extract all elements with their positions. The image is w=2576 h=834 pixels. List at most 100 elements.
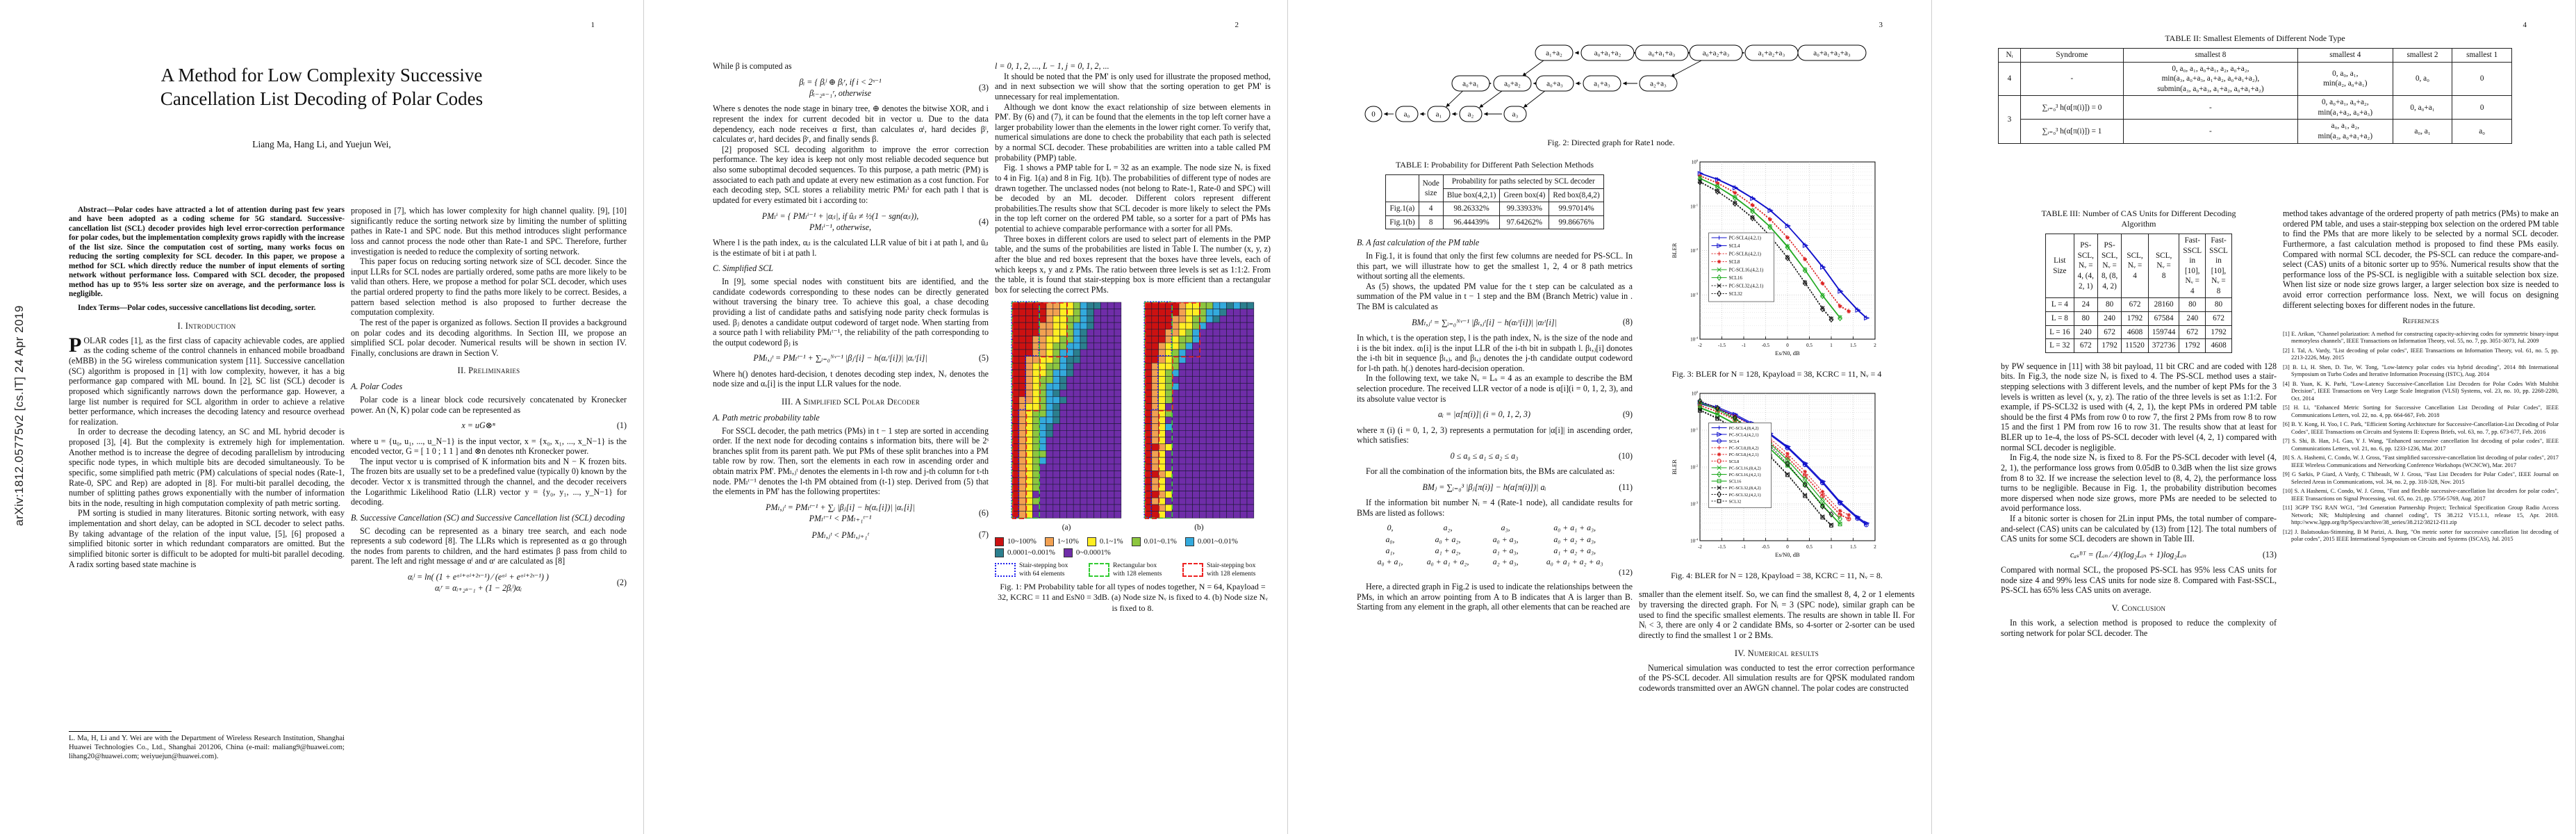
svg-text:PC-SCL8,(4,2,1): PC-SCL8,(4,2,1): [1728, 252, 1760, 256]
paper-authors: Liang Ma, Hang Li, and Yuejun Wei,: [252, 139, 391, 149]
table-header-cell: SCL, Nᵥ = 8: [2147, 233, 2180, 299]
table-cell: 99.86676%: [1549, 215, 1604, 230]
table-cell: 11520: [2121, 338, 2149, 353]
paper-title: A Method for Low Complexity Successive C…: [160, 65, 484, 109]
table-cell: 4: [1418, 202, 1444, 216]
paragraph: Here, a directed graph in Fig.2 is used …: [1357, 581, 1633, 612]
table-cell: a₀, a₁, a₂, min(a₃, a₀+a₁+a₂): [2297, 119, 2393, 144]
svg-text:1: 1: [1830, 544, 1833, 550]
paragraph: by PW sequence in [11] with 38 bit paylo…: [2001, 361, 2277, 452]
paragraph: smaller than the element itself. So, we …: [1639, 589, 1915, 640]
table-cell: 672: [2121, 297, 2149, 312]
subsection-heading: B. Successive Cancellation (SC) and Succ…: [351, 512, 625, 523]
color-swatch: [1044, 537, 1054, 547]
equation-body: 0 ≤ a₀ ≤ a₁ ≤ a₂ ≤ a₃: [1450, 450, 1519, 461]
page4-column-right: method takes advantage of the ordered pr…: [2283, 208, 2559, 546]
equation-cell: a₁ + a₃,: [1492, 545, 1519, 555]
section-heading-conclusion: V. Conclusion: [2111, 603, 2166, 614]
table-cell: 80: [2073, 311, 2098, 326]
box-legend-item: Stair-stepping box with 64 elements: [995, 562, 1083, 578]
rate1-directed-graph: 0 a₀ a₁ a₂ a₃ a₀+a₁ a₀+a₂ a₀+a₃ a₁+a₃ a₂+a₃ a₁+a₂ a…: [1364, 44, 1867, 122]
equation-9: aᵢ = |α[π(i)]| (i = 0, 1, 2, 3) (9): [1357, 409, 1633, 420]
section-heading-numerical-results: IV. Numerical results: [1734, 648, 1819, 658]
page-number: 2: [1235, 21, 1239, 29]
svg-text:2: 2: [1874, 544, 1876, 550]
svg-text:-1.5: -1.5: [1717, 544, 1726, 550]
table-row: List Size PS- SCL, Nᵥ = 4, (4, 2, 1) PS- S…: [2045, 233, 2232, 299]
arxiv-stamp: arXiv:1812.05775v2 [cs.IT] 24 Apr 2019: [13, 305, 26, 526]
equation-12-grid: 0, a₂, a₃, a₀ + a₁ + a₃, a₀, a₀ + a₂, a₀ + a₃,…: [1368, 522, 1621, 567]
paragraph: In [9], some special nodes with constitu…: [713, 277, 989, 348]
table-cell: L = 16: [2045, 325, 2074, 340]
reference-item: [2] I. Tal, A. Vardy, "List decoding of …: [2283, 348, 2559, 361]
svg-text:10-4: 10-4: [1690, 336, 1699, 343]
equation-body: BMⱼ = ∑ᵢ₌₀³ |βⱼ[π(i)] − h(α[π(i)])| aᵢ: [1422, 482, 1546, 492]
svg-text:a₀+a₁+a₂+a₃: a₀+a₁+a₂+a₃: [1813, 49, 1851, 58]
paragraph: POLAR codes [1], as the first class of c…: [69, 333, 345, 427]
box-swatch: [1089, 563, 1109, 578]
box-swatch: [1182, 563, 1203, 578]
figure-2: 0 a₀ a₁ a₂ a₃ a₀+a₁ a₀+a₂ a₀+a₃ a₁+a₃ a₂+a₃ a₁+a₂ a…: [1354, 26, 1868, 149]
svg-text:PC-SCL16,(8,4,2): PC-SCL16,(8,4,2): [1728, 466, 1760, 471]
svg-text:-1.5: -1.5: [1717, 343, 1726, 348]
svg-text:PC-SCL16,(4,2,1): PC-SCL16,(4,2,1): [1728, 473, 1760, 477]
section-heading-preliminaries: II. Preliminaries: [457, 366, 520, 376]
page4-column-left: TABLE III: Number of CAS Units for Diffe…: [2001, 208, 2277, 638]
subsection-heading: C. Simplified SCL: [713, 263, 774, 274]
table-cell: 1792: [2205, 325, 2232, 340]
legend-item: 0.001~0.01%: [1184, 537, 1238, 547]
table-header-cell: [1385, 174, 1419, 203]
table-cell: -: [2122, 119, 2298, 144]
paragraph: As (5) shows, the updated PM value for t…: [1357, 281, 1633, 311]
table-cell: Fig.1(a): [1385, 202, 1419, 216]
page-3: 3 0 a₀ a₁ a₂ a₃ a₀+a₁ a₀+a₂ a₀+a₃ a₁+a₃ a₂+a₃ a₁+a…: [1288, 0, 1932, 834]
paragraph: In Fig.1, it is found that only the firs…: [1357, 250, 1633, 281]
equation-number: (1): [616, 420, 627, 431]
equation-number: (10): [1618, 450, 1633, 461]
fig2-caption: Fig. 2: Directed graph for Rate1 node.: [1547, 138, 1675, 147]
color-swatch: [995, 537, 1004, 547]
table-cell: 8: [1418, 215, 1444, 230]
paragraph: Polar code is a linear block code recurs…: [351, 395, 627, 415]
color-swatch: [1131, 537, 1141, 547]
index-terms: Index Terms—Polar codes, successive canc…: [78, 304, 316, 313]
table-cell: 0, a₀+a₁, a₀+a₂, min(a₁+a₂, a₀+a₃): [2297, 95, 2393, 120]
equation-number: (5): [978, 353, 989, 363]
table-cell: 240: [2097, 311, 2122, 326]
table-header-cell: smallest 4: [2297, 48, 2393, 63]
color-swatch: [1063, 548, 1073, 558]
equation-1: x = uG⊗ⁿ (1): [351, 420, 627, 431]
svg-text:100: 100: [1691, 391, 1698, 397]
legend-label: 0.001~0.01%: [1197, 537, 1238, 546]
page1-column-left: Abstract—Polar codes have attracted a lo…: [69, 206, 345, 569]
bler-chart-fig4: -2 -1.5 -1 -0.5 0 0.5 1 1.5 2 100 10-1 10-2 10-3 10-4…: [1671, 391, 1876, 559]
table-header-cell: smallest 1: [2452, 48, 2512, 63]
svg-text:PC-SCL32,(8,4,2): PC-SCL32,(8,4,2): [1728, 486, 1760, 491]
equation-7: PMₗ,ⱼᵗ < PMₗ,ⱼ₊₁ᵗ (7): [713, 530, 989, 541]
box-legend-label: Stair-stepping box with 128 elements: [1207, 562, 1256, 578]
reference-item: [5] H. Li, "Enhanced Metric Sorting for …: [2283, 404, 2559, 418]
table-cell: 672: [2073, 338, 2098, 353]
table-cell: 3: [1998, 95, 2021, 144]
page-number: 3: [1879, 21, 1883, 29]
table-1: Node size Probability for paths selected …: [1385, 174, 1604, 230]
paragraph: Three boxes in different colors are used…: [995, 234, 1271, 295]
svg-text:-0.5: -0.5: [1761, 343, 1769, 348]
svg-text:PC-SCL8,(4,2,1): PC-SCL8,(4,2,1): [1728, 452, 1758, 457]
paragraph: method takes advantage of the ordered pr…: [2283, 208, 2559, 310]
svg-text:SCL8: SCL8: [1728, 459, 1739, 464]
equation-8: BMₗ,ⱼᵗ = ∑ᵢ₌₀ᴺᵛ⁻¹ |βₗ,ⱼᵗ[i] − h(αₗᵗ[i])|…: [1357, 317, 1633, 328]
paragraph: where u = {u₀, u₁, ..., u_N−1} is the in…: [351, 436, 627, 457]
equation-number: (4): [978, 216, 989, 227]
equation-11: BMⱼ = ∑ᵢ₌₀³ |βⱼ[π(i)] − h(α[π(i)])| aᵢ (…: [1357, 482, 1633, 493]
table-2-block: TABLE II: Smallest Elements of Different…: [1998, 33, 2512, 144]
fig1-color-legend: 10~100% 1~10% 0.1~1% 0.01~0.1% 0.001~0.01% 0.…: [995, 537, 1271, 558]
table-cell: a₀, a₁: [2392, 119, 2453, 144]
svg-text:SCL8: SCL8: [1728, 260, 1740, 265]
equation-body: αᵢˡ = ln( (1 + eᵅⁱ⁺ᵅⁱ⁺²ˢ⁻¹) ⁄ (eᵅⁱ + eᵅⁱ…: [408, 572, 549, 594]
table-cell: 0: [2452, 95, 2512, 120]
table-header-cell: Red box(8,4,2): [1549, 188, 1604, 203]
reference-item: [11] 3GPP TSG RAN WG1, "3rd Generation P…: [2283, 505, 2559, 525]
svg-text:SCL16: SCL16: [1728, 480, 1741, 484]
section-heading-simplified-scl: III. A Simplified SCL Polar Decoder: [781, 396, 920, 407]
